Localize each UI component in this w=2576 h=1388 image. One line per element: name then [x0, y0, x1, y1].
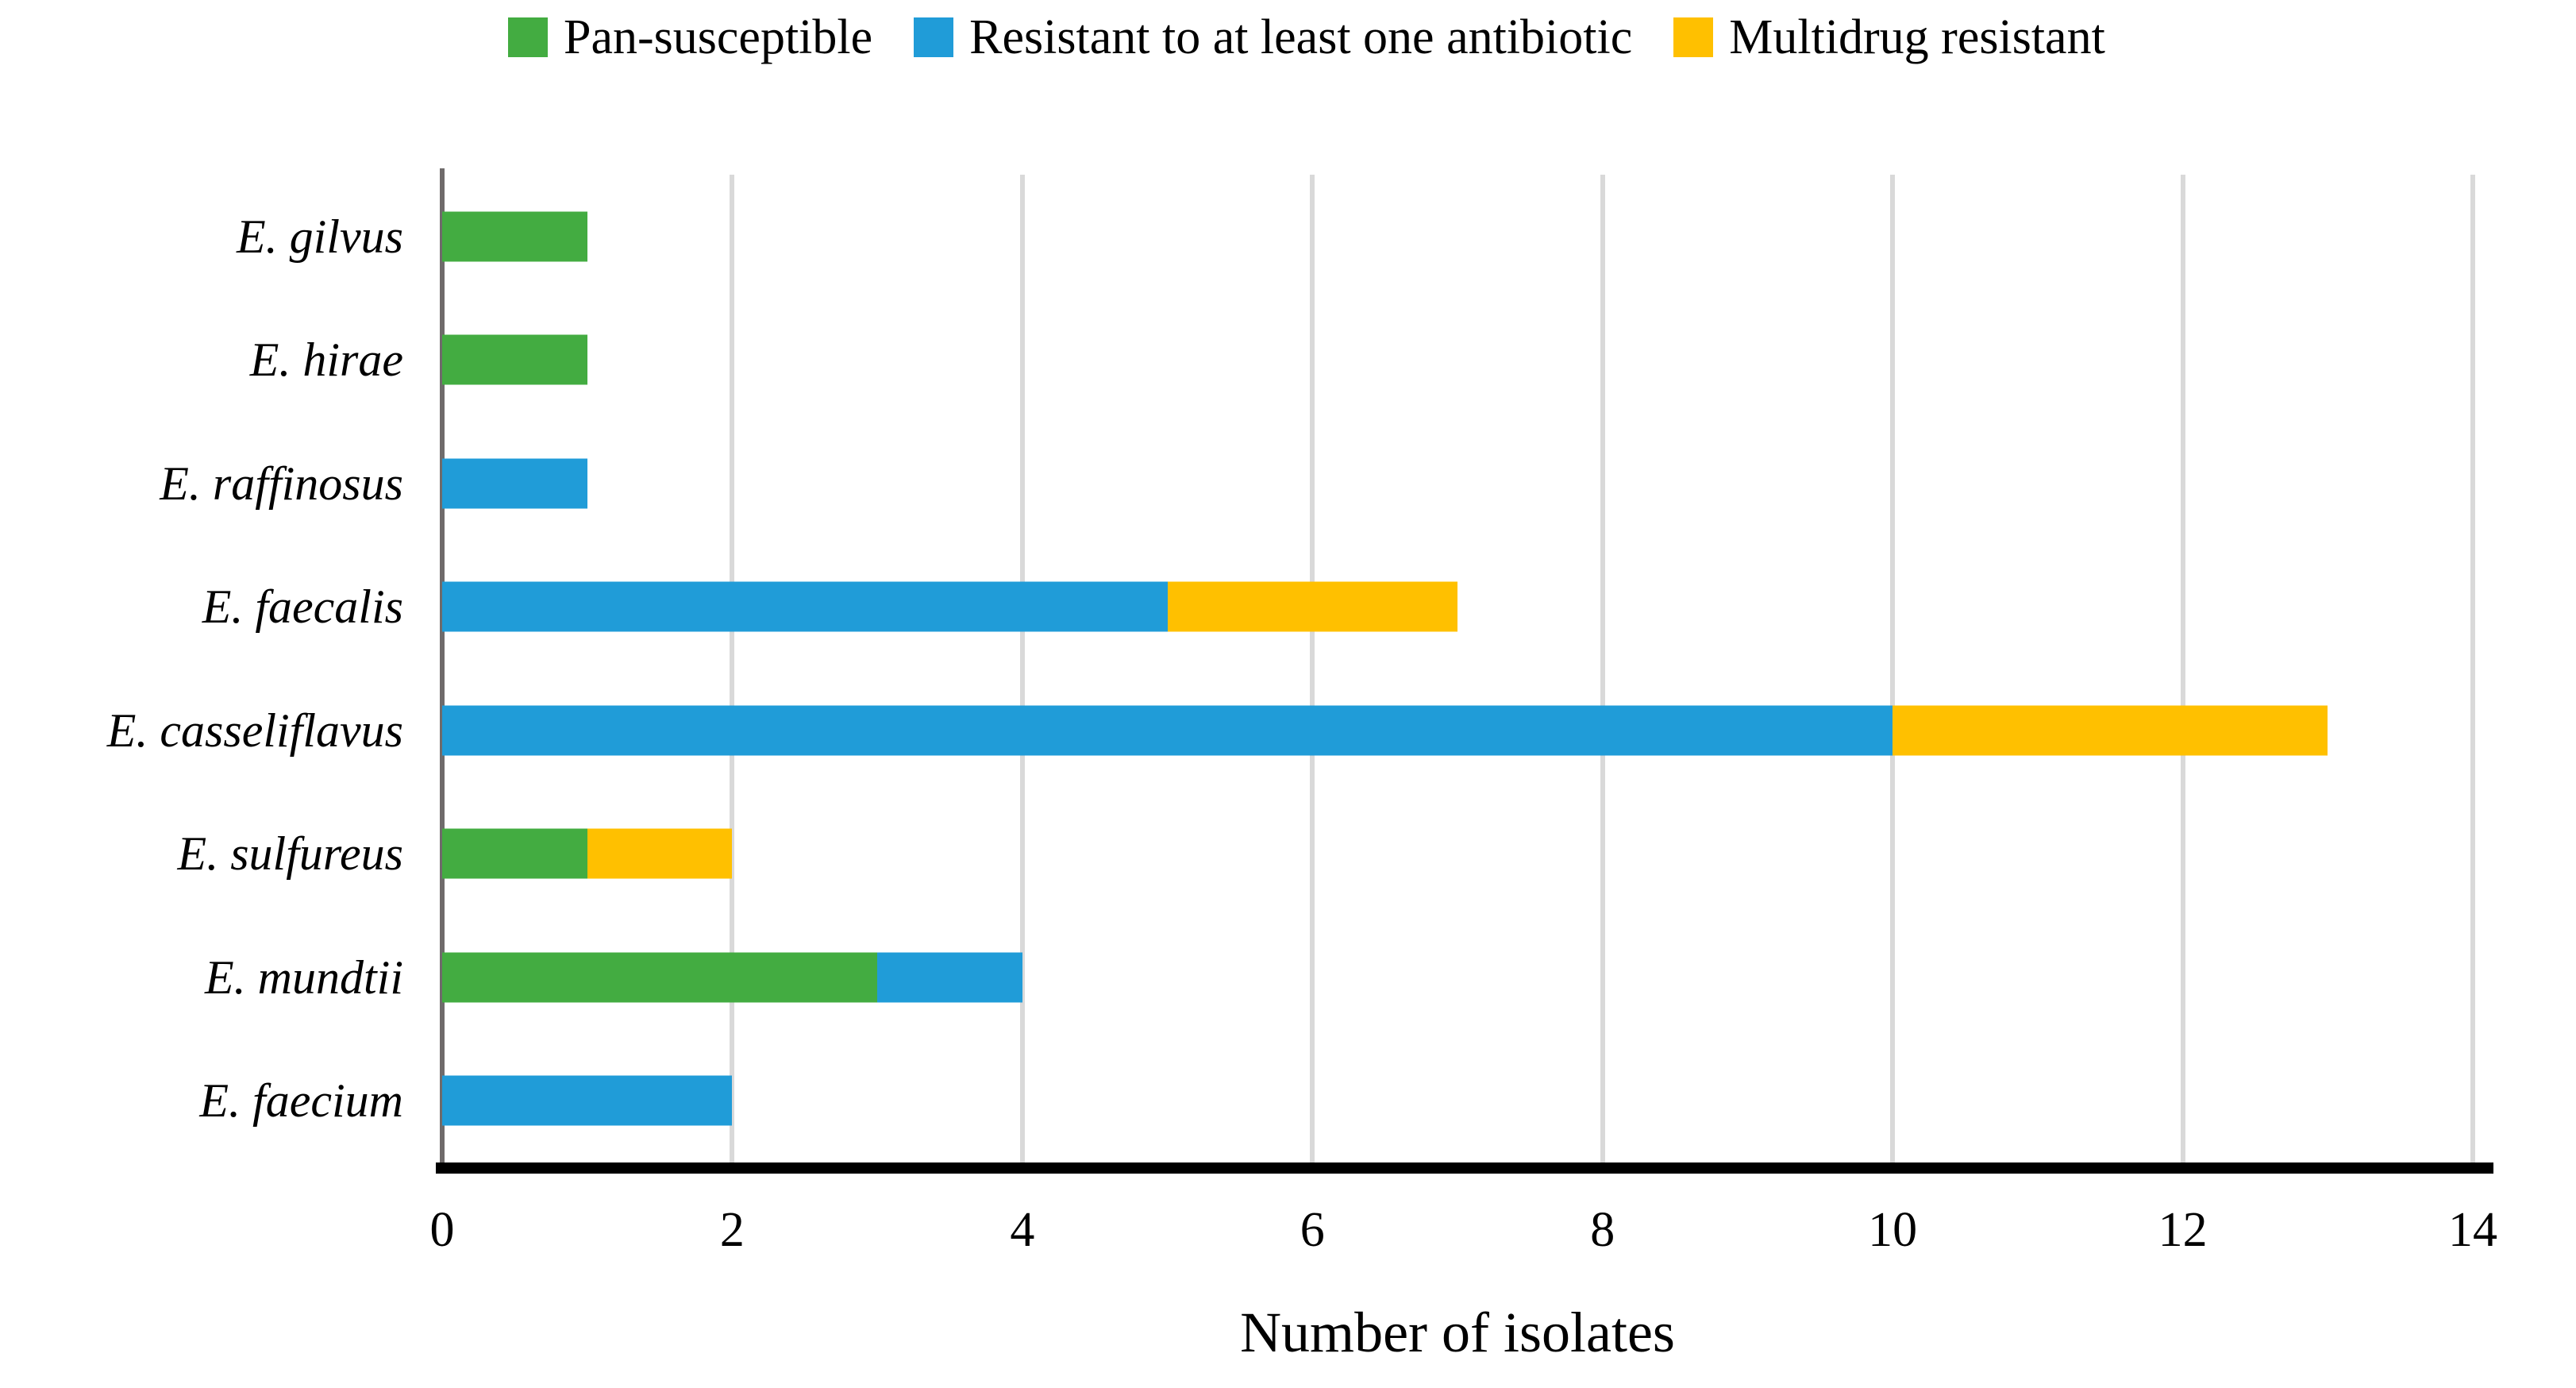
value-tick-label: 2 — [719, 1203, 745, 1257]
value-tick-label: 14 — [2448, 1203, 2497, 1257]
value-tick-label: 12 — [2158, 1203, 2208, 1257]
category-label: E. gilvus — [237, 210, 403, 263]
category-label: E. faecium — [199, 1074, 403, 1128]
bar-segment — [1893, 705, 2328, 756]
bar-row — [442, 299, 2473, 422]
bar-stack — [442, 581, 2473, 632]
bar-segment — [442, 705, 1893, 756]
value-tick-label: 6 — [1300, 1203, 1325, 1257]
gridline — [1310, 175, 1315, 1162]
value-axis-ticks: 0 2 4 6 8 10 12 14 — [430, 1203, 2498, 1269]
bar-row — [442, 1039, 2473, 1163]
bar-stack — [442, 458, 2473, 509]
bar-stack — [442, 828, 2473, 879]
value-tick-label: 8 — [1590, 1203, 1615, 1257]
category-label: E. hirae — [249, 334, 403, 387]
category-label: E. raffinosus — [160, 457, 403, 510]
gridline — [730, 175, 735, 1162]
bar-stack — [442, 334, 2473, 385]
chart-legend: Pan-susceptible Resistant to at least one… — [508, 13, 2105, 62]
gridline — [1890, 175, 1896, 1162]
bar-segment — [587, 828, 733, 879]
value-tick-label: 0 — [429, 1203, 455, 1257]
x-axis-title: Number of isolates — [1240, 1301, 1675, 1364]
bar-segment — [442, 334, 587, 385]
bar-segment — [877, 952, 1022, 1003]
legend-item: Multidrug resistant — [1673, 13, 2105, 62]
bar-row — [442, 916, 2473, 1039]
plot-area — [442, 175, 2475, 1163]
bar-segment — [442, 828, 587, 879]
bar-row — [442, 669, 2473, 792]
bar-row — [442, 422, 2473, 546]
value-tick-label: 10 — [1868, 1203, 1918, 1257]
category-label: E. casseliflavus — [106, 704, 403, 757]
bar-segment — [442, 458, 587, 509]
legend-label: Pan-susceptible — [564, 10, 873, 64]
legend-item: Pan-susceptible — [508, 13, 872, 62]
category-axis-labels: E. gilvus E. hirae E. raffinosus E. faecali… — [0, 175, 403, 1162]
legend-swatch-icon — [1673, 17, 1714, 57]
legend-swatch-icon — [914, 17, 954, 57]
bar-stack — [442, 952, 2473, 1003]
category-label: E. sulfureus — [177, 827, 403, 881]
bar-segment — [1167, 581, 1457, 632]
legend-swatch-icon — [508, 17, 548, 57]
gridline — [1600, 175, 1605, 1162]
bar-segment — [442, 952, 878, 1003]
category-axis-line — [440, 168, 445, 1162]
gridline — [1019, 175, 1025, 1162]
value-tick-label: 4 — [1010, 1203, 1035, 1257]
category-label: E. mundtii — [205, 950, 403, 1004]
bar-stack — [442, 1075, 2473, 1126]
legend-label: Resistant to at least one antibiotic — [969, 10, 1633, 64]
bar-stack — [442, 211, 2473, 262]
bar-segment — [442, 211, 587, 262]
gridline — [2180, 175, 2185, 1162]
bar-row — [442, 546, 2473, 669]
category-label: E. faecalis — [202, 580, 403, 634]
legend-label: Multidrug resistant — [1729, 10, 2105, 64]
gridline — [2470, 175, 2475, 1162]
bar-stack — [442, 705, 2473, 756]
value-axis-line — [436, 1162, 2493, 1174]
bar-segment — [442, 1075, 733, 1126]
bar-row — [442, 792, 2473, 916]
bar-row — [442, 175, 2473, 299]
bar-segment — [442, 581, 1168, 632]
legend-item: Resistant to at least one antibiotic — [914, 13, 1632, 62]
